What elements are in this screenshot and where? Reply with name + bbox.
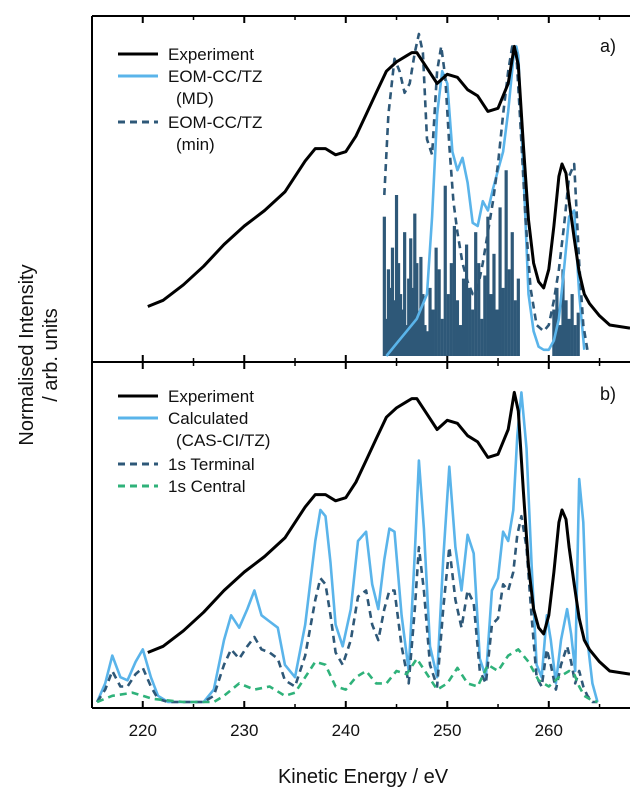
- panel-b-legend-label: 1s Terminal: [168, 455, 255, 474]
- panel-a-stick-bar: [504, 170, 508, 356]
- panel-a-stick-bar: [446, 294, 450, 356]
- panel-b-legend-label: Calculated: [168, 409, 248, 428]
- panel-a-stick-bar: [552, 309, 556, 356]
- panel-b-legend-label: Experiment: [168, 387, 254, 406]
- y-axis-label-line1: Normalised Intensity: [16, 264, 38, 445]
- panel-a-stick-bar: [464, 244, 469, 356]
- panel-a-stick-bar: [492, 253, 496, 356]
- panel-a-stick-bar: [409, 238, 413, 356]
- panel-a-stick-bar: [458, 325, 463, 356]
- panel-a-stick-bar: [501, 287, 505, 356]
- panel-a-stick-bar: [576, 312, 580, 356]
- panel-a-stick-bar: [573, 325, 577, 356]
- panel-a-chart: Experiment EOM-CC/TZ (MD) EOM-CC/TZ (min): [91, 15, 630, 363]
- panel-a-stick-bar: [384, 318, 388, 356]
- panel-a-stick-bar: [398, 294, 403, 356]
- panel-b-xtick-label-260: 260: [535, 721, 563, 740]
- panel-a-stick-bar: [392, 300, 397, 356]
- panel-a-stick-bar: [455, 300, 460, 356]
- panel-a-stick-bar: [415, 263, 419, 356]
- panel-a-stick-bar: [443, 185, 447, 356]
- panel-b-series-1s-central: [96, 648, 598, 704]
- panel-a-legend-label-sub: (min): [176, 135, 215, 154]
- panel-a-stick-bar: [477, 263, 481, 356]
- panel-a-stick-bar: [431, 309, 435, 356]
- panel-a-stick-bar: [468, 287, 472, 356]
- panel-b-xtick-label-230: 230: [230, 721, 258, 740]
- panel-b-xtick-label-250: 250: [433, 721, 461, 740]
- panel-b-xtick-label-220: 220: [129, 721, 157, 740]
- x-axis-label: Kinetic Energy / eV: [278, 766, 449, 787]
- panel-b-legend-label: 1s Central: [168, 477, 245, 496]
- panel-a-stick-bar: [507, 269, 511, 356]
- panel-a-stick-bar: [413, 213, 417, 356]
- panel-a-stick-bar: [405, 325, 409, 356]
- panel-b-chart: 220 230 240 250 260 Experiment Calculated (CAS-…: [91, 361, 630, 740]
- panel-a-stick-bar: [561, 269, 565, 356]
- panel-a-legend-label-sub: (MD): [176, 89, 214, 108]
- panel-a-stick-bar: [390, 247, 395, 356]
- panel-a-stick-bar: [471, 309, 475, 356]
- y-axis-label-line2: / arb. units: [40, 308, 62, 401]
- panel-a-stick-bar: [407, 278, 411, 356]
- panel-a-stick-bar: [428, 287, 432, 356]
- panel-a-stick-bar: [417, 312, 421, 356]
- panel-a-stick-bar: [434, 247, 438, 356]
- panel-a-stick-bar: [461, 278, 466, 356]
- panel-a-stick-bar: [570, 294, 574, 356]
- panel-a-stick-bar: [474, 232, 478, 356]
- panel-a-stick-bar: [386, 269, 391, 356]
- panel-a-stick-bar: [486, 216, 490, 356]
- panel-a-series-eom-cc-tz-min: [383, 32, 589, 351]
- panel-a-legend-label: EOM-CC/TZ: [168, 113, 262, 132]
- panel-a-stick-bar: [401, 309, 405, 356]
- panel-a-stick-bar: [558, 325, 562, 356]
- panel-a-label: a): [600, 36, 616, 56]
- panel-b-legend-label-sub: (CAS-CI/TZ): [176, 431, 270, 450]
- panel-a-stick-bar: [382, 216, 386, 356]
- panel-a-stick-bar: [396, 263, 401, 356]
- panel-a-series-experiment: [147, 44, 630, 330]
- panel-b-label: b): [600, 384, 616, 404]
- panel-a-stick-bar: [449, 263, 453, 356]
- panel-b-series-calculated: [95, 391, 599, 704]
- panel-a-stick-bar: [564, 300, 568, 356]
- panel-b-series-1s-terminal: [96, 514, 598, 704]
- panel-b-xtick-label-240: 240: [332, 721, 360, 740]
- panel-a-stick-bar: [440, 318, 444, 356]
- panel-a-stick-bar: [483, 275, 487, 356]
- panel-b-series-experiment: [147, 390, 630, 676]
- panel-a-stick-bar: [567, 318, 571, 356]
- panel-a-legend-label: EOM-CC/TZ: [168, 67, 262, 86]
- panel-a-stick-bar: [495, 309, 499, 356]
- panel-a-stick-bar: [498, 207, 502, 356]
- panel-a-stick-bar: [513, 300, 517, 356]
- panel-a-stick-bar: [425, 331, 429, 356]
- panel-a-stick-bar: [437, 269, 441, 356]
- panel-a-stick-bar: [452, 225, 456, 356]
- panel-a-stick-bar: [516, 278, 520, 356]
- panel-a-stick-bar: [403, 232, 407, 356]
- panel-a-stick-bar: [394, 195, 399, 356]
- panel-a-stick-bar: [489, 294, 493, 356]
- panel-a-stick-bar: [421, 294, 425, 356]
- panel-a-stick-bar: [510, 232, 514, 356]
- panel-a-legend-label: Experiment: [168, 45, 254, 64]
- panel-a-stick-bar: [480, 318, 484, 356]
- panel-a-stick-bar: [388, 287, 393, 356]
- panel-a-stick-bar: [423, 325, 427, 356]
